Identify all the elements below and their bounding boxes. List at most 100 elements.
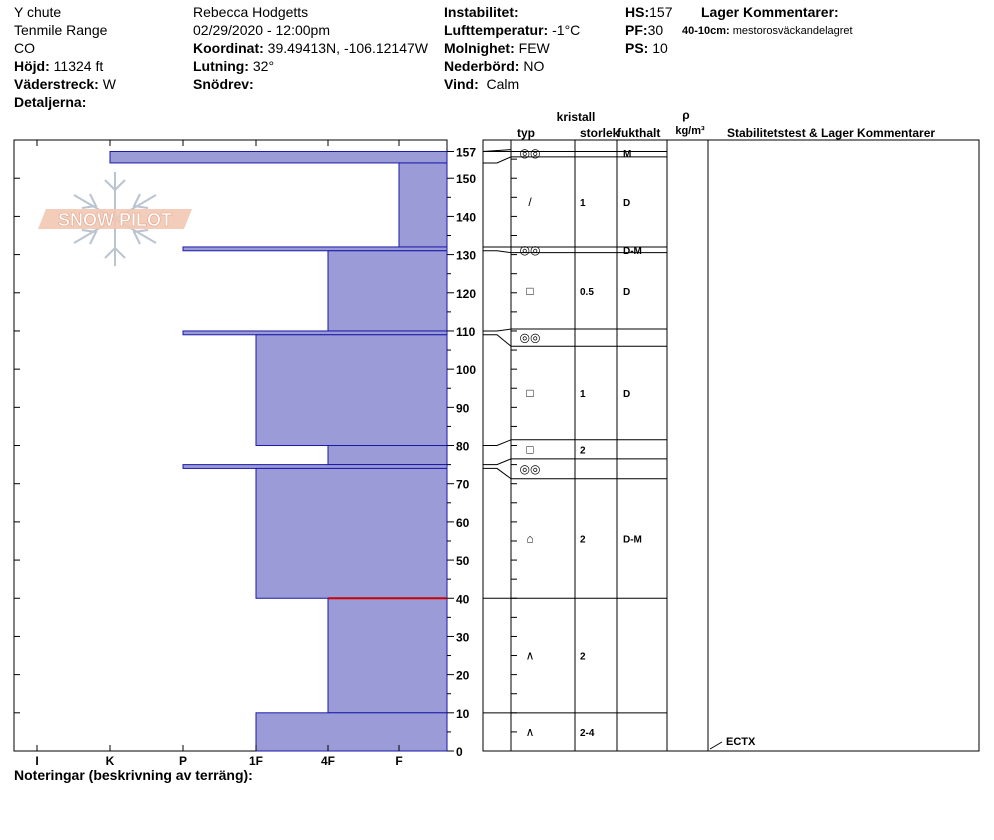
left-edge-ticks bbox=[14, 177, 20, 714]
layer-comments-title: Lager Kommentarer: bbox=[701, 4, 839, 20]
grain-size-5: 1 bbox=[580, 389, 586, 400]
kristall-header: kristall bbox=[557, 110, 596, 124]
layer-comment: 40-10cm: mestorosväckandelagret bbox=[682, 25, 853, 37]
date-time: 02/29/2020 - 12:00pm bbox=[193, 22, 330, 38]
crystal-table-rows: ◎◎ M / 1 D ◎◎ D-M □ 0.5 D ◎◎ □ 1 D □ 2 ◎◎ ⌂ 2 D-M ∧ 2 ∧ 2-4 bbox=[482, 146, 667, 739]
observer: Rebecca Hodgetts bbox=[193, 4, 309, 20]
hardness-label-F: F bbox=[395, 754, 402, 768]
connector-7 bbox=[483, 458, 512, 466]
ski-penetration: PS: 10 bbox=[625, 40, 668, 56]
hardness-label-K: K bbox=[106, 754, 115, 768]
typ-header: typ bbox=[517, 126, 535, 140]
hardness-bar-4 bbox=[182, 330, 448, 336]
depth-label-40: 40 bbox=[456, 592, 470, 606]
moisture-2: D-M bbox=[623, 246, 642, 257]
moisture-3: D bbox=[623, 287, 630, 298]
rho-header: ρ bbox=[682, 108, 689, 122]
hardness-bar-2 bbox=[182, 246, 448, 252]
slope-angle: Lutning: 32° bbox=[193, 58, 275, 74]
stability-pointer-0 bbox=[709, 741, 723, 750]
hardness-label-I: I bbox=[35, 754, 38, 768]
grain-type-4: ◎◎ bbox=[520, 331, 541, 345]
depth-label-80: 80 bbox=[456, 440, 470, 454]
grain-type-7: ◎◎ bbox=[520, 462, 541, 476]
density-header: kg/m³ bbox=[675, 125, 705, 137]
hardness-axis: I K P 1F 4F F bbox=[35, 140, 403, 768]
hardness-bar-1 bbox=[398, 162, 448, 248]
hardness-layers bbox=[109, 150, 448, 752]
drift-label: Snödrev: bbox=[193, 76, 254, 92]
state: CO bbox=[14, 40, 35, 56]
hardness-label-1F: 1F bbox=[249, 754, 263, 768]
stability-test-0: ECTX bbox=[726, 736, 756, 748]
hardness-label-4F: 4F bbox=[321, 754, 335, 768]
depth-label-120: 120 bbox=[456, 287, 476, 301]
moisture-8: D-M bbox=[623, 535, 642, 546]
location-name: Y chute bbox=[14, 4, 62, 20]
depth-label-110: 110 bbox=[456, 325, 476, 339]
grain-size-8: 2 bbox=[580, 535, 586, 546]
hardness-bar-6 bbox=[327, 445, 448, 466]
precipitation: Nederbörd: NO bbox=[444, 58, 545, 74]
grain-type-2: ◎◎ bbox=[520, 243, 541, 257]
terrain-notes-label: Noteringar (beskrivning av terräng): bbox=[14, 767, 253, 783]
coordinates: Koordinat: 39.49413N, -106.12147W bbox=[193, 40, 428, 56]
depth-label-140: 140 bbox=[456, 210, 476, 224]
connector-8 bbox=[483, 467, 512, 480]
grain-size-1: 1 bbox=[580, 198, 586, 209]
grain-size-3: 0.5 bbox=[580, 287, 594, 298]
depth-label-130: 130 bbox=[456, 249, 476, 263]
mountain-range: Tenmile Range bbox=[14, 22, 108, 38]
hardness-bar-9 bbox=[327, 597, 448, 714]
fukthalt-header: fukthalt bbox=[617, 126, 660, 140]
moisture-5: D bbox=[623, 389, 630, 400]
connector-5 bbox=[483, 334, 512, 347]
foot-penetration: PF:30 bbox=[625, 22, 664, 38]
connector-4 bbox=[483, 328, 512, 332]
hardness-bar-10 bbox=[255, 712, 448, 752]
depth-label-20: 20 bbox=[456, 669, 470, 683]
connector-3 bbox=[483, 250, 512, 254]
wind: Vind: Calm bbox=[444, 76, 520, 92]
hardness-bar-5 bbox=[255, 334, 448, 447]
depth-label-70: 70 bbox=[456, 478, 470, 492]
crystal-table-frame bbox=[482, 139, 980, 752]
grain-type-6: □ bbox=[526, 442, 533, 456]
hardness-bar-8 bbox=[255, 467, 448, 599]
depth-label-0: 0 bbox=[456, 745, 463, 759]
aspect: Väderstreck: W bbox=[14, 76, 116, 92]
instability-label: Instabilitet: bbox=[444, 4, 519, 20]
depth-label-30: 30 bbox=[456, 630, 470, 644]
elevation: Höjd: 11324 ft bbox=[14, 58, 104, 74]
depth-label-90: 90 bbox=[456, 401, 470, 415]
hardness-bar-7 bbox=[182, 464, 448, 469]
depth-label-50: 50 bbox=[456, 554, 470, 568]
grain-type-1: / bbox=[528, 195, 532, 209]
depth-label-150: 150 bbox=[456, 172, 476, 186]
storlek-header: storlek bbox=[580, 126, 620, 140]
grain-size-6: 2 bbox=[580, 445, 586, 456]
grain-type-8: ⌂ bbox=[526, 532, 533, 546]
stability-tests: ECTX bbox=[709, 736, 756, 750]
hardness-bar-3 bbox=[327, 250, 448, 332]
grain-size-10: 2-4 bbox=[580, 728, 595, 739]
moisture-1: D bbox=[623, 198, 630, 209]
snow-height: HS:157 bbox=[625, 4, 673, 20]
hardness-label-P: P bbox=[179, 754, 187, 768]
table-depth-ticks bbox=[511, 158, 517, 733]
air-temperature: Lufttemperatur: -1°C bbox=[444, 22, 581, 38]
depth-label-157: 157 bbox=[456, 145, 476, 159]
sky-cover: Molnighet: FEW bbox=[444, 40, 550, 56]
grain-size-9: 2 bbox=[580, 652, 586, 663]
grain-type-0: ◎◎ bbox=[520, 146, 541, 160]
grain-type-9: ∧ bbox=[526, 649, 535, 663]
connector-1 bbox=[483, 156, 512, 164]
grain-type-3: □ bbox=[526, 284, 533, 298]
moisture-0: M bbox=[623, 149, 631, 160]
grain-type-5: □ bbox=[526, 386, 533, 400]
hardness-bar-0 bbox=[109, 150, 448, 164]
depth-label-100: 100 bbox=[456, 363, 476, 377]
connector-6 bbox=[483, 439, 512, 447]
